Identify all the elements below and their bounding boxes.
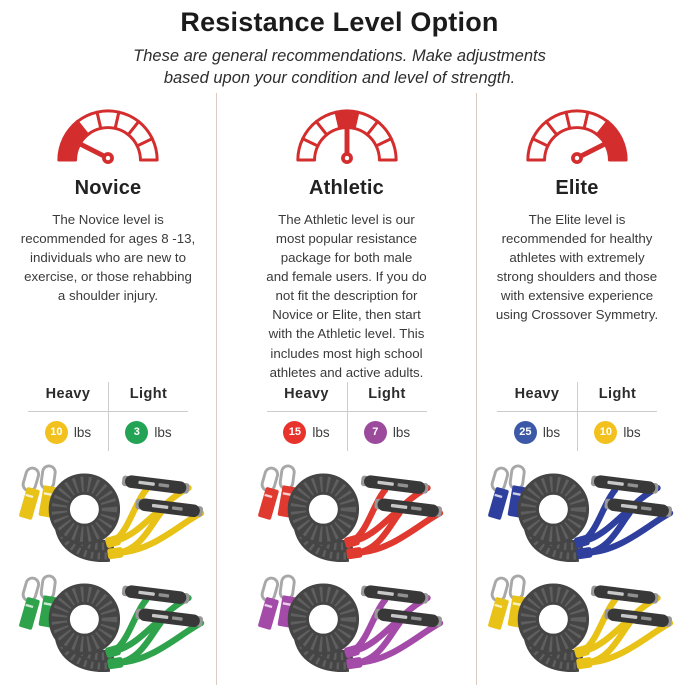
- light-weight-badge: 3: [125, 420, 149, 444]
- elite-title: Elite: [555, 176, 599, 199]
- athletic-products: [248, 461, 446, 679]
- novice-description: The Novice level is recommended for ages…: [20, 211, 196, 304]
- heavy-weight-badge: 25: [513, 420, 537, 444]
- novice-column: Novice The Novice level is recommended f…: [0, 93, 216, 685]
- elite-column: Elite The Elite level is recommended for…: [477, 93, 677, 685]
- page-header: Resistance Level Option These are genera…: [0, 0, 679, 90]
- heavy-weight-cell: 10 lbs: [28, 412, 108, 451]
- resistance-band-image-light: [9, 571, 207, 679]
- light-weight-cell: 7 lbs: [346, 411, 427, 451]
- light-weight-badge: 10: [594, 420, 618, 444]
- light-weight-unit: lbs: [154, 424, 172, 440]
- light-column-header: Light: [108, 381, 188, 412]
- level-columns: Novice The Novice level is recommended f…: [0, 92, 679, 685]
- heavy-weight-unit: lbs: [542, 424, 561, 440]
- athletic-weight-table: Heavy Light 15 lbs 7 lbs: [266, 381, 427, 451]
- heavy-column-header: Heavy: [28, 382, 108, 412]
- resistance-band-image-light: [478, 571, 676, 679]
- novice-products: [9, 461, 207, 679]
- athletic-column: Athletic The Athletic level is our most …: [216, 92, 477, 685]
- gauge-high-icon: [518, 99, 636, 167]
- light-weight-cell: 3 lbs: [108, 411, 188, 451]
- resistance-band-image-light: [248, 571, 446, 679]
- novice-weight-table: Heavy Light 10 lbs 3 lbs: [28, 381, 188, 451]
- novice-title: Novice: [74, 176, 142, 199]
- light-column-header: Light: [577, 381, 657, 412]
- heavy-weight-unit: lbs: [312, 424, 330, 440]
- elite-weight-table: Heavy Light 25 lbs 10 lbs: [497, 381, 657, 451]
- heavy-column-header: Heavy: [497, 382, 577, 412]
- light-column-header: Light: [346, 381, 427, 412]
- heavy-weight-cell: 15 lbs: [267, 412, 347, 451]
- light-weight-cell: 10 lbs: [577, 411, 657, 451]
- light-weight-badge: 7: [363, 420, 387, 444]
- heavy-weight-cell: 25 lbs: [497, 412, 577, 451]
- gauge-mid-icon: [288, 99, 406, 167]
- page-subtitle: These are general recommendations. Make …: [133, 47, 546, 88]
- heavy-weight-badge: 10: [44, 420, 68, 444]
- heavy-column-header: Heavy: [266, 382, 347, 412]
- light-weight-unit: lbs: [392, 424, 411, 440]
- heavy-weight-badge: 15: [283, 420, 307, 444]
- gauge-low-icon: [49, 99, 167, 167]
- elite-description: The Elite level is recommended for healt…: [495, 211, 659, 323]
- resistance-band-image-heavy: [248, 461, 446, 569]
- resistance-band-image-heavy: [478, 461, 676, 569]
- athletic-description: The Athletic level is our most popular r…: [266, 211, 427, 380]
- resistance-band-image-heavy: [9, 461, 207, 569]
- athletic-title: Athletic: [309, 176, 384, 199]
- light-weight-unit: lbs: [623, 424, 641, 440]
- heavy-weight-unit: lbs: [73, 424, 92, 440]
- elite-products: [478, 461, 676, 679]
- page-title: Resistance Level Option: [180, 7, 499, 37]
